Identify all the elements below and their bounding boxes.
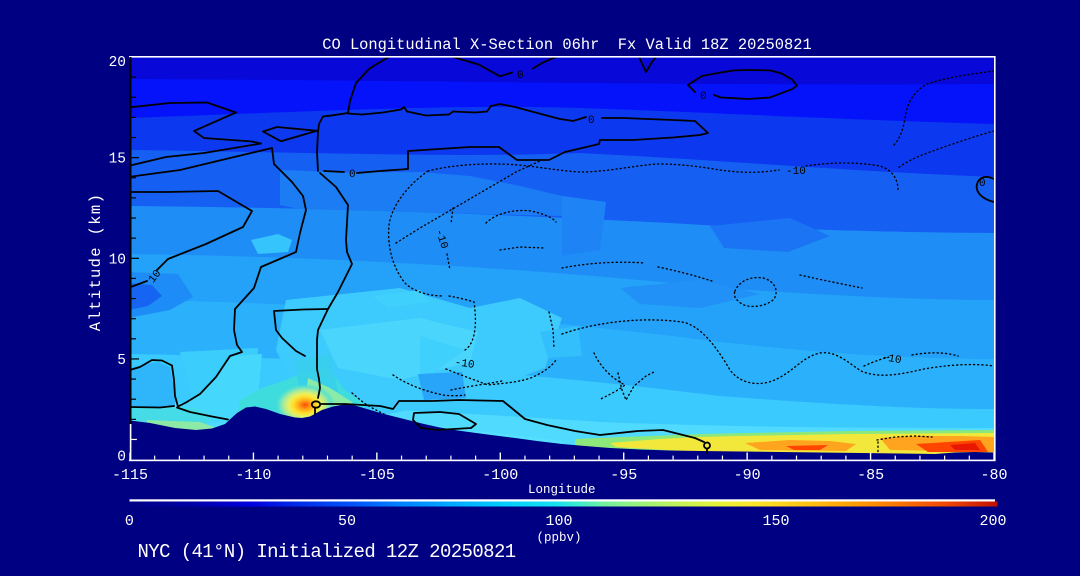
svg-text:-105: -105: [359, 467, 395, 484]
svg-text:Altitude (km): Altitude (km): [87, 193, 105, 331]
svg-text:0: 0: [349, 169, 356, 181]
svg-text:5: 5: [117, 353, 126, 369]
svg-text:-100: -100: [482, 467, 518, 484]
svg-text:-95: -95: [610, 467, 637, 484]
svg-text:NYC (41°N) Initialized 12Z 202: NYC (41°N) Initialized 12Z 20250821: [138, 541, 516, 563]
svg-text:0: 0: [125, 513, 134, 530]
svg-text:-10: -10: [454, 357, 475, 372]
svg-text:10: 10: [109, 252, 126, 268]
svg-text:0: 0: [517, 70, 524, 82]
svg-text:-90: -90: [734, 467, 761, 484]
svg-text:-80: -80: [980, 467, 1007, 484]
svg-text:0: 0: [588, 115, 595, 127]
svg-text:-10: -10: [881, 352, 903, 367]
svg-text:-10: -10: [432, 228, 450, 251]
svg-text:-110: -110: [235, 467, 271, 484]
svg-text:0: 0: [979, 178, 986, 190]
svg-text:(ppbv): (ppbv): [536, 531, 581, 545]
svg-text:-85: -85: [857, 467, 884, 484]
svg-text:CO Longitudinal X-Section 06hr: CO Longitudinal X-Section 06hr Fx Valid …: [322, 36, 812, 54]
svg-text:0: 0: [117, 450, 126, 466]
svg-text:15: 15: [109, 152, 126, 168]
svg-text:50: 50: [338, 513, 356, 530]
svg-text:Longitude: Longitude: [528, 483, 596, 497]
svg-text:200: 200: [979, 513, 1006, 530]
svg-text:150: 150: [762, 513, 789, 530]
svg-text:-10: -10: [786, 166, 806, 178]
svg-text:100: 100: [545, 513, 572, 530]
svg-text:0: 0: [700, 91, 707, 103]
svg-text:20: 20: [109, 55, 126, 71]
svg-text:-115: -115: [112, 467, 148, 484]
